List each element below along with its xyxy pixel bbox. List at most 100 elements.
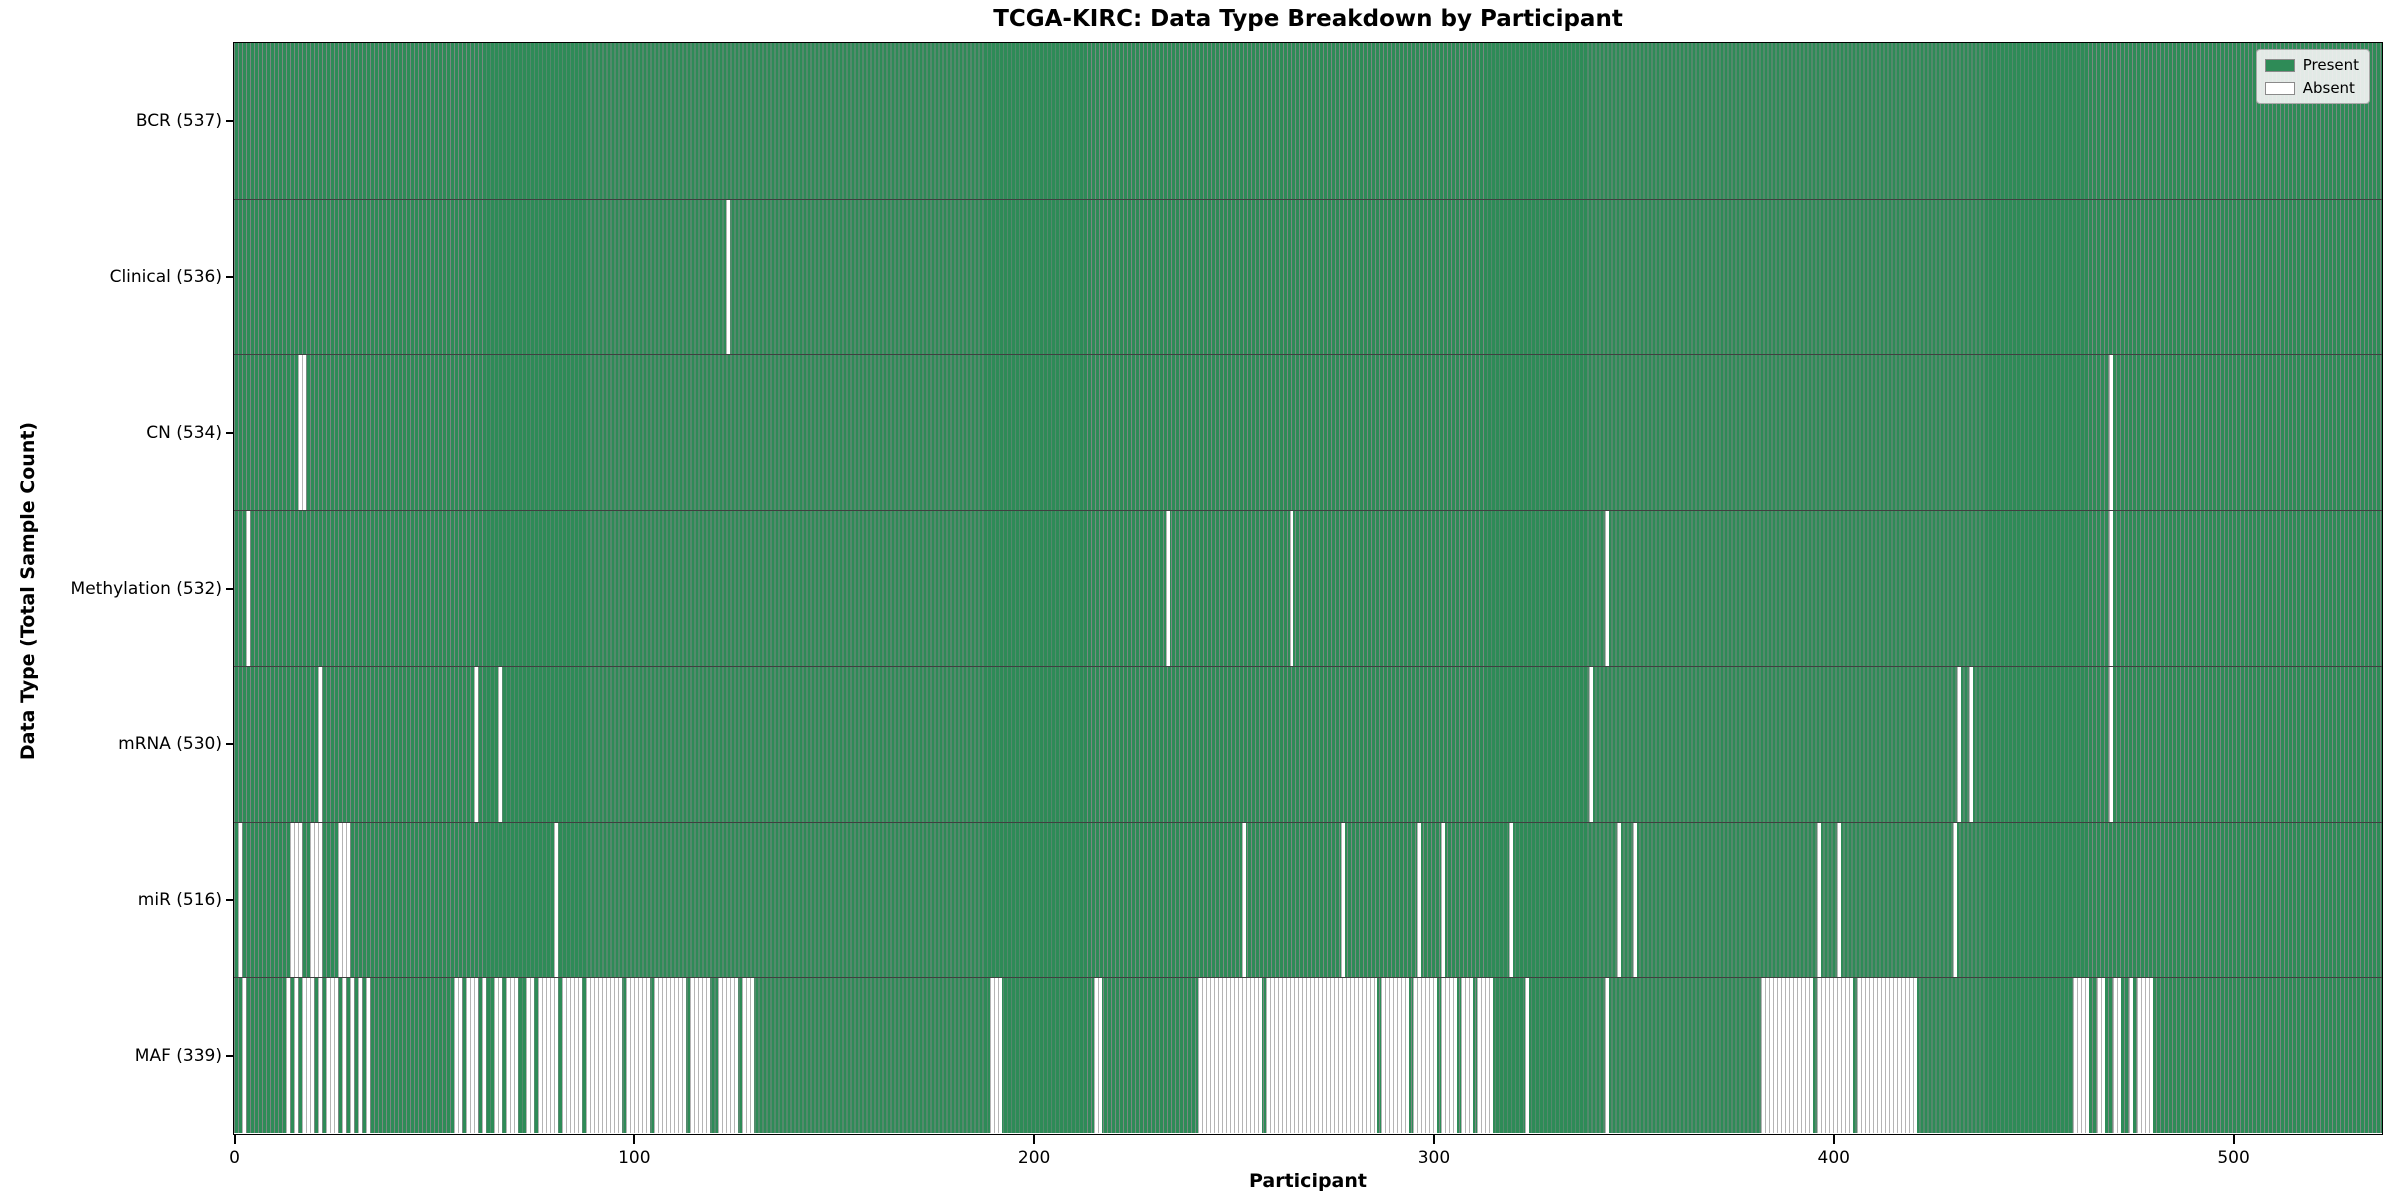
absent-cells bbox=[585, 978, 622, 1133]
xtick-mark bbox=[233, 1135, 236, 1144]
xtick-label-100: 100 bbox=[618, 1148, 651, 1168]
ytick-label-clinical: Clinical (536) bbox=[109, 267, 222, 288]
absent-cells bbox=[1461, 978, 1474, 1133]
absent-cells bbox=[1241, 822, 1246, 978]
absent-cells bbox=[717, 978, 738, 1133]
absent-cells bbox=[365, 978, 370, 1133]
absent-cells bbox=[1633, 822, 1638, 978]
xtick-mark bbox=[1033, 1135, 1036, 1144]
absent-cells bbox=[285, 978, 290, 1133]
absent-cells bbox=[1817, 822, 1822, 978]
x-axis-title: Participant bbox=[1248, 1170, 1367, 1192]
absent-cells bbox=[341, 978, 346, 1133]
absent-cells bbox=[625, 978, 650, 1133]
absent-cells bbox=[349, 978, 354, 1133]
absent-swatch bbox=[2264, 81, 2295, 95]
legend-item-present: Present bbox=[2264, 56, 2359, 74]
absent-cells bbox=[1817, 978, 1854, 1133]
absent-cells bbox=[505, 978, 518, 1133]
absent-cells bbox=[1341, 822, 1346, 978]
absent-cells bbox=[1289, 511, 1294, 666]
present-cells bbox=[234, 666, 2382, 822]
ytick-mark bbox=[226, 120, 233, 123]
absent-cells bbox=[1761, 978, 1814, 1133]
absent-cells bbox=[989, 978, 1002, 1133]
xtick-label-0: 0 bbox=[229, 1148, 240, 1168]
absent-cells bbox=[497, 666, 502, 822]
absent-cells bbox=[2109, 511, 2114, 666]
absent-cells bbox=[537, 978, 558, 1133]
plot-area: Present Absent bbox=[233, 42, 2383, 1135]
absent-cells bbox=[309, 822, 322, 978]
ytick-label-bcr: BCR (537) bbox=[135, 111, 222, 132]
present-cells bbox=[234, 511, 2382, 666]
ytick-mark bbox=[226, 743, 233, 746]
absent-cells bbox=[293, 978, 298, 1133]
present-swatch bbox=[2264, 58, 2295, 72]
legend-label-present: Present bbox=[2302, 56, 2359, 74]
legend-label-absent: Absent bbox=[2302, 79, 2355, 97]
absent-cells bbox=[1381, 978, 1410, 1133]
absent-cells bbox=[1605, 978, 1610, 1133]
absent-cells bbox=[1413, 978, 1438, 1133]
absent-cells bbox=[1477, 978, 1494, 1133]
absent-cells bbox=[1953, 822, 1958, 978]
ytick-mark bbox=[226, 276, 233, 279]
ytick-mark bbox=[226, 1054, 233, 1057]
ytick-label-cn: CN (534) bbox=[146, 422, 222, 443]
absent-cells bbox=[653, 978, 686, 1133]
absent-cells bbox=[237, 822, 242, 978]
absent-cells bbox=[1617, 822, 1622, 978]
absent-cells bbox=[337, 822, 350, 978]
legend-item-absent: Absent bbox=[2264, 79, 2359, 97]
absent-cells bbox=[1417, 822, 1422, 978]
absent-cells bbox=[2073, 978, 2090, 1133]
heatmap-row-mrna bbox=[234, 665, 2382, 822]
ytick-mark bbox=[226, 587, 233, 590]
absent-cells bbox=[1509, 822, 1514, 978]
absent-cells bbox=[1525, 978, 1530, 1133]
heatmap-row-maf bbox=[234, 977, 2382, 1133]
absent-cells bbox=[493, 978, 502, 1133]
ytick-label-mir: miR (516) bbox=[137, 889, 222, 910]
y-axis-title: Data Type (Total Sample Count) bbox=[17, 421, 39, 761]
xtick-label-400: 400 bbox=[1817, 1148, 1850, 1168]
absent-cells bbox=[317, 666, 322, 822]
present-cells bbox=[234, 822, 2382, 978]
absent-cells bbox=[245, 511, 250, 666]
absent-cells bbox=[741, 978, 754, 1133]
heatmap-row-mir bbox=[234, 821, 2382, 978]
ytick-mark bbox=[226, 898, 233, 901]
absent-cells bbox=[2129, 978, 2134, 1133]
ytick-mark bbox=[226, 431, 233, 434]
absent-cells bbox=[301, 978, 314, 1133]
xtick-mark bbox=[2232, 1135, 2235, 1144]
absent-cells bbox=[2113, 978, 2122, 1133]
heatmap-row-cn bbox=[234, 354, 2382, 511]
ytick-label-maf: MAF (339) bbox=[134, 1045, 222, 1066]
xtick-label-500: 500 bbox=[2217, 1148, 2250, 1168]
absent-cells bbox=[525, 978, 534, 1133]
present-cells bbox=[234, 199, 2382, 355]
absent-cells bbox=[1957, 666, 1962, 822]
heatmap-row-clinical bbox=[234, 198, 2382, 355]
absent-cells bbox=[1265, 978, 1378, 1133]
absent-cells bbox=[1857, 978, 1918, 1133]
absent-cells bbox=[2097, 978, 2106, 1133]
xtick-label-200: 200 bbox=[1017, 1148, 1051, 1168]
heatmap-row-bcr bbox=[234, 43, 2382, 199]
absent-cells bbox=[1197, 978, 1262, 1133]
absent-cells bbox=[2137, 978, 2154, 1133]
absent-cells bbox=[2109, 666, 2114, 822]
heatmap-row-methylation bbox=[234, 510, 2382, 666]
ytick-label-mrna: mRNA (530) bbox=[118, 734, 222, 755]
absent-cells bbox=[725, 199, 730, 355]
xtick-label-300: 300 bbox=[1417, 1148, 1451, 1168]
absent-cells bbox=[1441, 822, 1446, 978]
absent-cells bbox=[453, 978, 462, 1133]
absent-cells bbox=[241, 978, 246, 1133]
present-cells bbox=[234, 43, 2382, 199]
xtick-mark bbox=[1832, 1135, 1835, 1144]
absent-cells bbox=[325, 978, 338, 1133]
